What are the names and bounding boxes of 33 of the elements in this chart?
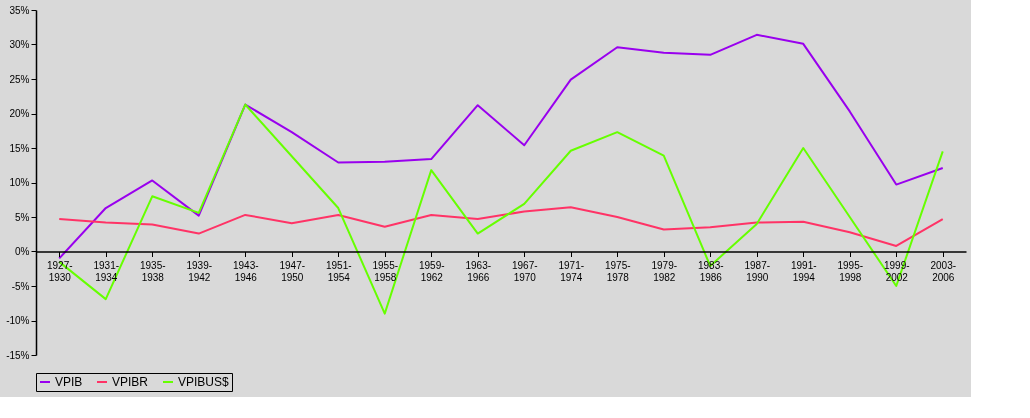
x-tick-label: 1983-1986 [697, 260, 724, 283]
line-series [58, 33, 944, 260]
y-tick-label: 5% [15, 211, 30, 223]
line-series [58, 206, 944, 247]
x-tick-label: 2003-2006 [930, 260, 957, 283]
x-tick-label: 1991-1994 [790, 260, 817, 283]
x-tick-label: 1971-1974 [558, 260, 585, 283]
y-tick-label: 20% [9, 108, 30, 119]
x-tick-label: 1975-1978 [604, 260, 631, 283]
y-tick-label: -15% [6, 349, 30, 361]
x-tick-label: 1935-1938 [139, 260, 166, 283]
y-tick-label: 30% [9, 39, 30, 50]
y-tick-label: 25% [9, 73, 30, 85]
y-tick-label: -10% [6, 315, 30, 326]
x-tick-label: 1947-1950 [279, 260, 306, 283]
y-tick-label: 15% [9, 142, 30, 154]
x-tick-label: 1939-1942 [186, 260, 213, 283]
legend-label: VPIB [55, 375, 83, 389]
x-tick-label: 1959-1962 [418, 260, 445, 283]
x-tick-label: 1943-1946 [232, 260, 259, 283]
y-tick-label: 0% [15, 246, 30, 257]
x-tick-label: 1995-1998 [837, 260, 864, 283]
x-tick-label: 1951-1954 [325, 260, 352, 283]
x-tick-label: 1979-1982 [651, 260, 678, 283]
x-tick-label: 1963-1966 [465, 260, 492, 283]
y-tick-label: 10% [9, 177, 30, 188]
x-tick-label: 1967-1970 [511, 260, 538, 283]
legend-label: VPIBUS$ [178, 375, 230, 389]
x-tick-label: 1987-1990 [744, 260, 771, 283]
y-tick-label: -5% [11, 280, 30, 292]
x-tick-label: 1955-1958 [372, 260, 399, 283]
y-tick-label: 35% [9, 4, 30, 16]
legend-label: VPIBR [112, 375, 149, 389]
